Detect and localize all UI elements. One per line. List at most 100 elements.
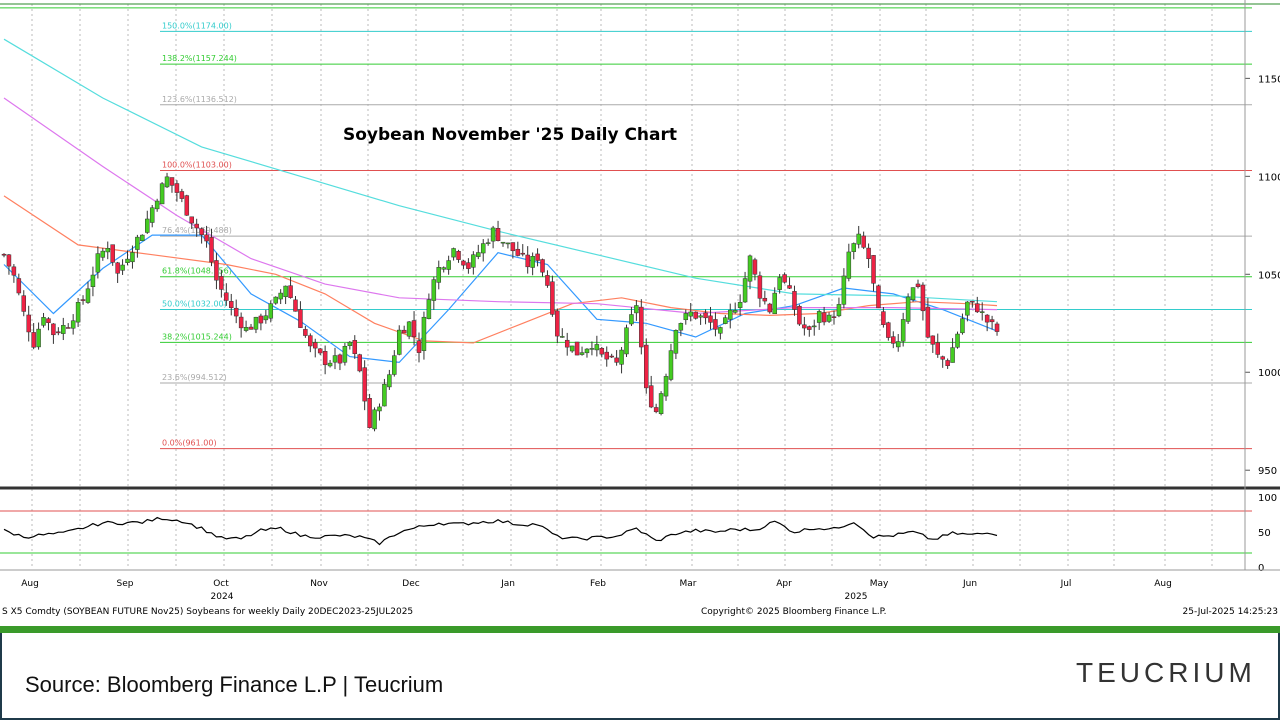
month-label: Aug [1154, 579, 1172, 589]
candle-body [159, 183, 165, 205]
candle-body [229, 301, 234, 309]
fib-label: 38.2%(1015.244) [162, 332, 232, 341]
candle-body [545, 275, 550, 286]
candle-body [708, 315, 713, 323]
candle-body [495, 228, 501, 241]
candle-body [925, 306, 931, 338]
candle-body [629, 314, 634, 325]
candle-body [569, 345, 575, 352]
candle-body [930, 335, 936, 345]
candle-body [841, 275, 847, 305]
candle-body [693, 311, 698, 319]
candle-body [313, 342, 318, 349]
fib-label: 138.2%(1157.244) [162, 54, 237, 63]
candle-body [273, 296, 278, 304]
candle-body [505, 242, 511, 245]
candle-body [950, 347, 955, 363]
candle-body [85, 288, 91, 303]
fib-label: 61.8%(1048.756) [162, 267, 232, 276]
footer-band [0, 626, 1280, 633]
candle-body [965, 301, 970, 316]
candle-body [564, 339, 570, 348]
candle-body [411, 320, 417, 338]
price-tick-label: 1000 [1258, 368, 1280, 379]
moving-averages [3, 38, 998, 364]
candle-body [26, 314, 31, 333]
candle-body [105, 247, 110, 253]
candle-body [396, 329, 402, 355]
candle-body [80, 299, 86, 301]
fib-label: 150.0%(1174.00) [162, 21, 232, 30]
month-label: Apr [776, 579, 792, 589]
candle-body [886, 322, 891, 338]
candle-body [461, 260, 466, 266]
candle-body [782, 274, 787, 283]
candle-body [807, 326, 812, 330]
candle-body [510, 242, 516, 252]
candle-body [174, 183, 180, 193]
fib-label: 100.0%(1103.00) [162, 160, 232, 169]
month-label: Sep [117, 579, 134, 589]
fib-levels: 0.0%(961.00) 23.6%(994.512) 38.2%(1015.244… [0, 7, 1252, 450]
price-tick-label: 950 [1258, 466, 1277, 477]
candle-body [125, 258, 130, 263]
month-label: Aug [21, 579, 39, 589]
candle-body [530, 256, 535, 268]
candle-body [21, 295, 27, 312]
candle-body [51, 323, 56, 336]
candle-body [811, 325, 817, 328]
candle-body [426, 299, 432, 319]
candles [1, 172, 1000, 432]
candle-body [525, 254, 530, 268]
soybean-chart: 0.0%(961.00) 23.6%(994.512) 38.2%(1015.244… [0, 0, 1280, 617]
candle-body [332, 355, 338, 363]
candle-body [767, 303, 773, 313]
candle-body [140, 234, 145, 242]
candle-body [11, 266, 17, 276]
candle-body [658, 393, 664, 414]
candle-body [233, 307, 239, 317]
candle-body [762, 297, 768, 302]
candle-body [31, 332, 36, 348]
candle-body [816, 311, 822, 323]
candle-body [401, 329, 407, 334]
footer-box [0, 633, 1280, 720]
candle-body [209, 237, 214, 263]
candle-body [900, 319, 906, 342]
candle-body [772, 292, 777, 315]
candle-body [663, 376, 669, 397]
candle-body [797, 305, 802, 325]
candle-body [357, 354, 362, 372]
candle-body [821, 312, 827, 323]
rsi-tick-label: 100 [1258, 493, 1277, 504]
candle-body [219, 276, 224, 290]
candle-body [584, 348, 590, 354]
moving-average-line [3, 234, 998, 364]
candle-body [955, 333, 960, 348]
month-label: Jan [500, 579, 515, 589]
candle-body [644, 344, 649, 389]
candle-body [920, 284, 926, 312]
candle-body [905, 296, 911, 322]
year-label: 2025 [845, 592, 868, 602]
candle-body [298, 309, 303, 328]
candle-body [184, 195, 190, 216]
candle-body [115, 262, 120, 274]
candle-body [6, 254, 12, 267]
candle-body [253, 316, 259, 330]
candle-body [910, 287, 916, 301]
candle-body [747, 255, 753, 282]
candle-body [648, 385, 654, 408]
candle-body [673, 330, 679, 354]
candle-body [599, 347, 605, 355]
candle-body [278, 292, 283, 300]
candle-body [194, 223, 199, 229]
candle-body [110, 244, 115, 263]
candle-body [515, 248, 521, 256]
candle-body [688, 311, 693, 317]
candle-body [940, 356, 945, 360]
candle-body [560, 336, 565, 338]
candle-body [466, 262, 471, 269]
rsi-tick-label: 50 [1258, 528, 1271, 539]
candle-body [792, 291, 797, 310]
